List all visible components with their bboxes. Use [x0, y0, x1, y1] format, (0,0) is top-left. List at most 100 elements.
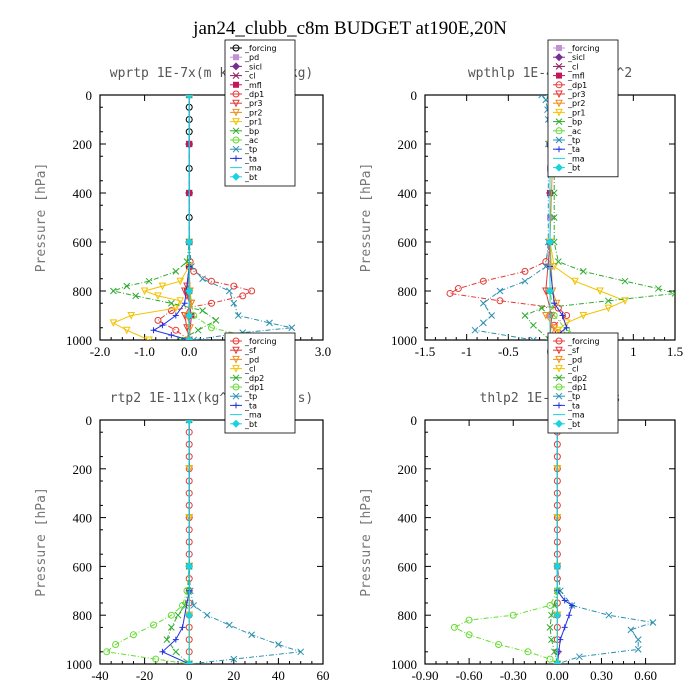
- data-point: [152, 655, 160, 663]
- legend-entry: _dp1: [567, 81, 587, 90]
- data-point: [446, 289, 454, 297]
- legend-entry: _pd: [567, 355, 582, 364]
- data-point: [571, 277, 579, 286]
- legend-entry: _forcing: [244, 44, 277, 53]
- legend-marker: [555, 127, 563, 135]
- x-tick-label: 0: [186, 668, 193, 683]
- data-point: [172, 304, 180, 313]
- legend-marker: [555, 419, 563, 428]
- data-point: [110, 287, 117, 295]
- legend-entry: _cl: [244, 365, 256, 374]
- y-axis-label: Pressure [hPa]: [34, 163, 49, 273]
- data-point: [190, 336, 198, 340]
- legend-marker: [555, 392, 563, 400]
- legend-entry: _tp: [244, 392, 257, 401]
- legend-entry: _dp2: [244, 374, 264, 383]
- data-point: [230, 299, 238, 307]
- legend-marker: [233, 54, 239, 61]
- data-point: [569, 602, 576, 609]
- data-point: [185, 95, 194, 99]
- legend-marker: [232, 419, 240, 428]
- data-point: [554, 258, 562, 265]
- legend-marker: [232, 355, 240, 364]
- data-point: [176, 277, 185, 286]
- data-point: [150, 621, 158, 629]
- legend-marker: [555, 365, 563, 373]
- legend-marker: [556, 72, 562, 79]
- x-tick-label: -0.90: [411, 668, 438, 683]
- data-point: [150, 327, 157, 334]
- data-point: [546, 655, 554, 663]
- x-tick-label: 3.0: [315, 344, 331, 359]
- y-tick-label: 200: [398, 137, 418, 152]
- y-tick-label: 800: [398, 608, 418, 623]
- data-point: [109, 319, 118, 327]
- data-point: [546, 287, 554, 295]
- data-point: [123, 282, 131, 290]
- legend-entry: _ma: [244, 411, 262, 420]
- data-point: [454, 285, 462, 293]
- x-tick-label: -0.30: [500, 668, 527, 683]
- data-point: [185, 336, 194, 340]
- series-line-tp: [473, 95, 549, 340]
- data-point: [479, 299, 487, 307]
- data-point: [538, 304, 546, 312]
- y-axis-label: Pressure [hPa]: [34, 487, 49, 597]
- data-point: [551, 300, 558, 307]
- data-point: [596, 287, 604, 296]
- data-point: [234, 312, 242, 319]
- y-tick-label: 800: [73, 608, 93, 623]
- series-line-dp1: [105, 420, 190, 664]
- data-point: [555, 648, 562, 655]
- legend-marker: [232, 365, 240, 373]
- data-point: [185, 611, 194, 620]
- legend-entry: _cl: [567, 365, 579, 374]
- data-point: [550, 189, 558, 197]
- data-point: [557, 636, 564, 643]
- legend-marker: [232, 72, 240, 79]
- data-point: [521, 267, 529, 275]
- data-point: [248, 287, 256, 295]
- legend-marker: [555, 53, 563, 62]
- legend-entry: _bp: [244, 127, 259, 136]
- data-point: [488, 312, 496, 319]
- chart-panel-1: wprtp 1E-7x(m kg)/(s^2 kg)Pressure [hPa]…: [34, 39, 331, 359]
- data-point: [239, 292, 247, 300]
- y-tick-label: 400: [398, 186, 418, 201]
- chart-panel-3: rtp2 1E-11x(kg^2)/(kg^2 s)Pressure [hPa]…: [34, 332, 330, 683]
- series-line-tp: [556, 420, 654, 664]
- data-point: [450, 623, 458, 631]
- data-point: [208, 299, 215, 307]
- data-point: [550, 312, 558, 319]
- x-tick-label: -1: [461, 344, 472, 359]
- y-tick-label: 400: [73, 186, 93, 201]
- legend-marker: [555, 81, 563, 89]
- data-point: [112, 640, 120, 648]
- y-tick-label: 1000: [66, 657, 92, 672]
- data-point: [634, 636, 642, 643]
- data-point: [275, 641, 282, 648]
- legend-entry: _ta: [567, 401, 580, 410]
- legend-box: [547, 332, 619, 434]
- data-point: [158, 282, 167, 291]
- data-point: [172, 636, 179, 643]
- x-tick-label: 40: [272, 668, 285, 683]
- legend-entry: _pr3: [567, 90, 585, 99]
- data-point: [554, 326, 563, 335]
- data-point: [185, 311, 194, 320]
- data-point: [181, 300, 188, 307]
- data-point: [561, 624, 568, 631]
- legend-marker: [555, 136, 563, 144]
- data-point: [546, 624, 554, 631]
- legend-entry: _pr2: [244, 108, 262, 117]
- figure-title: jan24_clubb_c8m BUDGET at190E,20N: [193, 18, 507, 39]
- legend-entry: _ta: [244, 154, 257, 163]
- plot-area: [450, 420, 657, 664]
- legend-marker: [232, 337, 240, 345]
- data-point: [605, 611, 613, 619]
- y-tick-label: 0: [411, 413, 418, 428]
- x-tick-label: 0.60: [634, 668, 657, 683]
- data-point: [604, 304, 613, 313]
- legend-marker: [233, 402, 239, 409]
- legend-marker: [232, 392, 240, 400]
